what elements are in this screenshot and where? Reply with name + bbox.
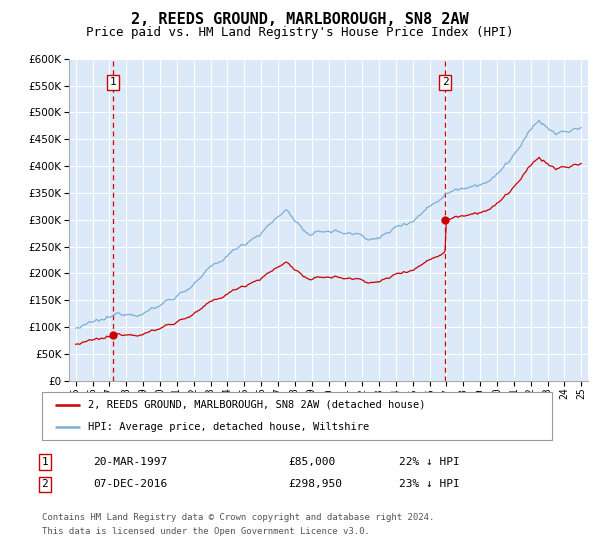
Text: 1: 1 — [110, 77, 116, 87]
Text: HPI: Average price, detached house, Wiltshire: HPI: Average price, detached house, Wilt… — [88, 422, 369, 432]
Text: 22% ↓ HPI: 22% ↓ HPI — [399, 457, 460, 467]
Text: This data is licensed under the Open Government Licence v3.0.: This data is licensed under the Open Gov… — [42, 526, 370, 536]
Text: 2, REEDS GROUND, MARLBOROUGH, SN8 2AW (detached house): 2, REEDS GROUND, MARLBOROUGH, SN8 2AW (d… — [88, 400, 425, 410]
Text: 2: 2 — [41, 479, 49, 489]
Text: £298,950: £298,950 — [288, 479, 342, 489]
Text: Price paid vs. HM Land Registry's House Price Index (HPI): Price paid vs. HM Land Registry's House … — [86, 26, 514, 39]
Text: Contains HM Land Registry data © Crown copyright and database right 2024.: Contains HM Land Registry data © Crown c… — [42, 513, 434, 522]
Text: 1: 1 — [41, 457, 49, 467]
Text: 20-MAR-1997: 20-MAR-1997 — [93, 457, 167, 467]
Text: 07-DEC-2016: 07-DEC-2016 — [93, 479, 167, 489]
Text: 2, REEDS GROUND, MARLBOROUGH, SN8 2AW: 2, REEDS GROUND, MARLBOROUGH, SN8 2AW — [131, 12, 469, 26]
Text: 2: 2 — [442, 77, 449, 87]
Text: 23% ↓ HPI: 23% ↓ HPI — [399, 479, 460, 489]
Text: £85,000: £85,000 — [288, 457, 335, 467]
FancyBboxPatch shape — [42, 392, 552, 440]
